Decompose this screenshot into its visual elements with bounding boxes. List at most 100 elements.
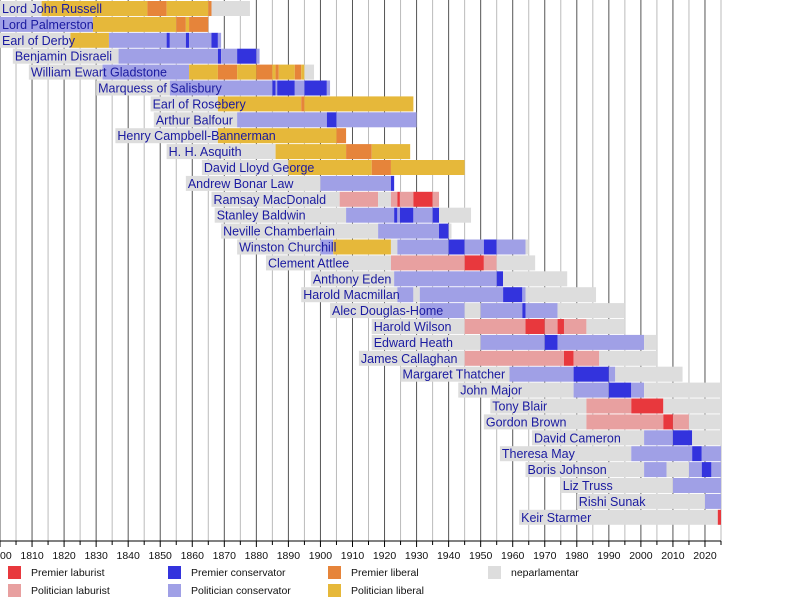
pm-row xyxy=(0,32,222,48)
segment-np xyxy=(237,239,321,255)
segment-pli xyxy=(189,64,218,80)
segment-PLi xyxy=(301,96,305,112)
segment-np xyxy=(214,207,347,223)
pm-row xyxy=(214,207,472,223)
segment-PL xyxy=(557,319,564,334)
segment-pc xyxy=(413,207,433,223)
segment-np xyxy=(615,366,683,382)
segment-np xyxy=(371,319,465,334)
segment-pli xyxy=(371,144,411,160)
x-tick-label: 1910 xyxy=(341,550,365,562)
pm-name-label: Tony Blair xyxy=(492,400,547,414)
segment-pli xyxy=(41,1,148,16)
pm-name-label: Neville Chamberlain xyxy=(223,225,335,239)
segment-np xyxy=(378,191,391,207)
legend-label: Politician conservator xyxy=(191,584,291,597)
segment-pli xyxy=(301,64,305,80)
segment-pli xyxy=(237,64,257,80)
segment-pc xyxy=(397,287,414,303)
pm-name-label: Lord John Russell xyxy=(2,2,102,16)
segment-np xyxy=(211,1,250,16)
legend-swatch xyxy=(328,584,341,597)
segment-pc xyxy=(108,32,167,48)
segment-np xyxy=(560,478,673,493)
pm-row xyxy=(12,48,260,64)
segment-np xyxy=(692,430,721,446)
x-tick-label: 1950 xyxy=(469,550,493,562)
segment-pc xyxy=(704,493,721,509)
pm-name-label: Alec Douglas-Home xyxy=(332,304,443,318)
segment-np xyxy=(301,287,398,303)
legend-premier-conservative: Premier conservator xyxy=(168,566,286,579)
segment-pc xyxy=(464,239,484,255)
legend-politician-labour: Politician laburist xyxy=(8,584,110,597)
segment-np xyxy=(12,48,119,64)
x-tick-label: 2010 xyxy=(661,550,685,562)
legend-politician-liberal: Politician liberal xyxy=(328,584,424,597)
segment-PC xyxy=(326,112,337,128)
pm-row xyxy=(371,319,625,334)
pm-row xyxy=(371,334,657,350)
segment-np xyxy=(439,207,472,223)
segment-pli xyxy=(92,16,177,32)
segment-PL xyxy=(397,191,400,207)
x-tick-label: 1840 xyxy=(116,550,140,562)
segment-pc xyxy=(221,48,238,64)
pm-name-label: Benjamin Disraeli xyxy=(15,50,112,64)
segment-pc xyxy=(631,446,693,462)
segment-np xyxy=(221,223,379,239)
segment-pc xyxy=(378,223,440,239)
segment-np xyxy=(496,255,536,271)
segment-np xyxy=(576,493,705,509)
segment-pc xyxy=(320,175,391,191)
segment-pc xyxy=(480,303,523,319)
pm-row xyxy=(358,350,657,366)
segment-np xyxy=(0,32,71,48)
segment-np xyxy=(413,287,420,303)
segment-pc xyxy=(237,112,327,128)
pm-row xyxy=(96,80,331,96)
x-tick-label: 1820 xyxy=(52,550,76,562)
segment-pc xyxy=(644,462,667,478)
segment-np xyxy=(464,303,481,319)
segment-PLi xyxy=(294,64,302,80)
pm-name-label: Margaret Thatcher xyxy=(403,368,506,382)
legend-non-parliamentary: neparlamentar xyxy=(488,566,579,579)
segment-PL xyxy=(464,255,484,271)
segment-pc xyxy=(608,366,616,382)
segment-np xyxy=(557,303,625,319)
pm-name-label: Harold Macmillan xyxy=(303,288,400,302)
segment-pli xyxy=(304,96,414,112)
pm-row xyxy=(0,1,250,16)
segment-np xyxy=(525,239,529,255)
pm-name-label: Henry Campbell-Bannerman xyxy=(117,129,275,143)
pm-row xyxy=(525,462,721,478)
segment-pli xyxy=(217,128,337,144)
segment-pc xyxy=(294,80,305,96)
segment-np xyxy=(499,446,632,462)
pm-name-label: Gordon Brown xyxy=(486,415,567,429)
segment-pli xyxy=(272,64,276,80)
segment-np xyxy=(483,414,587,430)
segment-np xyxy=(525,287,597,303)
segment-np xyxy=(115,128,218,144)
pm-name-label: John Major xyxy=(460,384,522,398)
segment-PLi xyxy=(256,64,273,80)
segment-pl xyxy=(432,191,440,207)
segment-np xyxy=(358,350,465,366)
pm-row xyxy=(237,239,529,255)
legend: Premier laburist Politician laburist Pre… xyxy=(0,564,800,600)
segment-pc xyxy=(522,287,526,303)
segment-pl xyxy=(586,414,664,430)
segment-pl xyxy=(464,319,526,334)
pm-row xyxy=(531,430,721,446)
segment-PL xyxy=(717,509,721,525)
segment-PLi xyxy=(371,160,391,175)
segment-PC xyxy=(237,48,257,64)
segment-pc xyxy=(326,80,331,96)
segment-np xyxy=(304,64,315,80)
pm-name-label: William Ewart Gladstone xyxy=(31,66,167,80)
pm-name-label: Lord Palmerston xyxy=(2,18,94,32)
segment-pc xyxy=(419,287,504,303)
x-tick-label: 1980 xyxy=(565,550,589,562)
